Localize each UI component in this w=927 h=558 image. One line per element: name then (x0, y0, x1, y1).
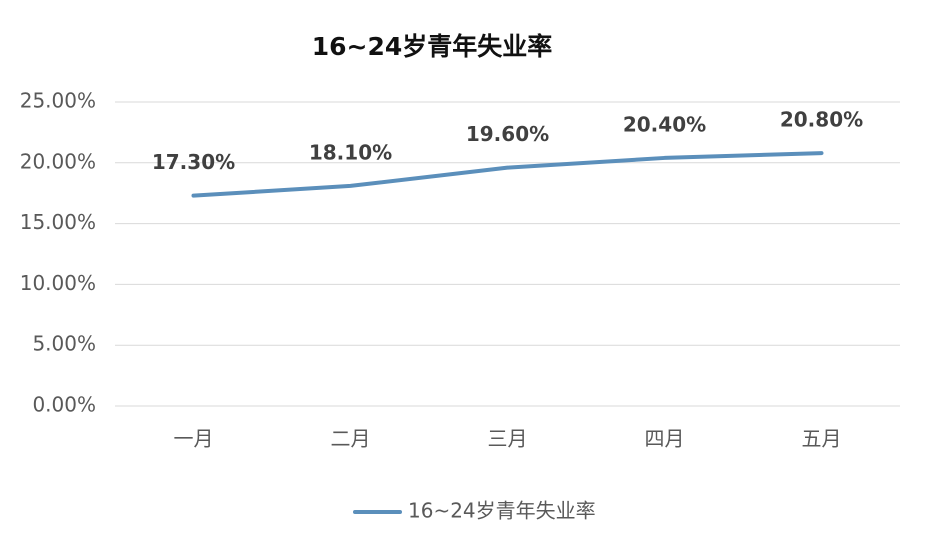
legend-label: 16~24岁青年失业率 (408, 499, 596, 523)
y-tick-label: 10.00% (20, 271, 96, 295)
data-label: 17.30% (152, 150, 235, 174)
data-label: 20.80% (780, 108, 863, 132)
y-tick-label: 0.00% (32, 393, 96, 417)
x-tick-label: 五月 (802, 427, 842, 451)
data-line (191, 151, 824, 198)
y-tick-label: 20.00% (20, 149, 96, 173)
x-tick-label: 三月 (488, 427, 528, 451)
chart-title: 16~24岁青年失业率 (312, 32, 553, 61)
y-tick-label: 15.00% (20, 210, 96, 234)
x-tick-label: 一月 (174, 427, 214, 451)
data-label: 18.10% (309, 140, 392, 164)
x-tick-label: 二月 (331, 427, 371, 451)
data-label: 20.40% (623, 112, 706, 136)
y-tick-label: 5.00% (32, 332, 96, 356)
x-tick-label: 四月 (645, 427, 685, 451)
data-label: 19.60% (466, 122, 549, 146)
y-tick-label: 25.00% (20, 89, 96, 113)
